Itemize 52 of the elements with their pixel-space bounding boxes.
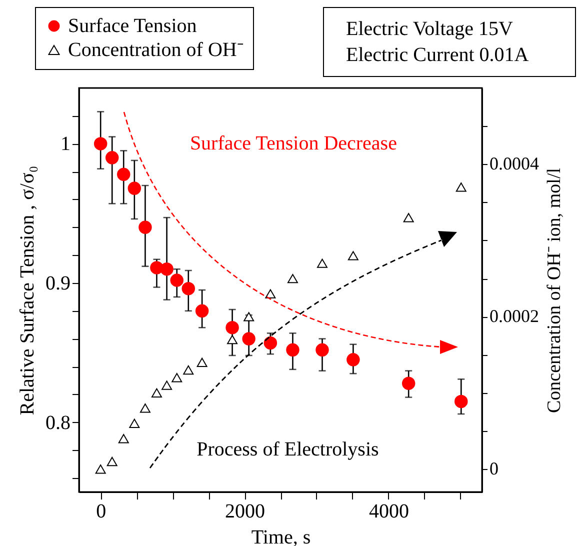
point (128, 182, 142, 195)
point (316, 258, 328, 268)
point (316, 343, 329, 357)
point (94, 137, 108, 150)
point (95, 464, 106, 474)
point (456, 182, 466, 192)
x-tick-label: 4000 (368, 500, 409, 522)
point (183, 365, 194, 375)
y-axis-title: Relative Surface Tension , σ/σ₀ (16, 166, 38, 416)
point (227, 334, 238, 344)
point (106, 456, 118, 466)
point (196, 358, 208, 368)
point (242, 332, 256, 346)
point (129, 418, 140, 428)
point (172, 373, 182, 382)
text: Electric Current 0.01A (346, 43, 530, 68)
point (170, 274, 184, 287)
x-tick-label: 2000 (225, 500, 266, 522)
point (195, 304, 209, 318)
point (162, 380, 172, 390)
point (287, 274, 298, 284)
point (348, 251, 358, 260)
y2-tick-label: 0 (490, 458, 498, 479)
point (346, 353, 360, 366)
point (138, 220, 152, 234)
point (140, 404, 150, 413)
point (265, 289, 276, 298)
y2-axis-title: Concentration of OH⁻ ion, mol/l (544, 168, 565, 414)
y2-tick-label: 0.0002 (490, 306, 539, 326)
point (244, 312, 254, 322)
annotation: Process of Electrolysis (196, 438, 380, 460)
y-tick-label: 0.8 (46, 412, 70, 434)
point (105, 151, 119, 164)
legend-label: Surface Tension (68, 15, 197, 37)
point (264, 336, 278, 350)
point (182, 282, 196, 296)
y-tick-label: 1 (60, 133, 70, 156)
legend-label: Concentration of OH⁻ (68, 39, 244, 61)
x-tick-label: 0 (96, 500, 106, 522)
y2-tick-label: 0.0004 (490, 154, 539, 174)
point (118, 434, 129, 444)
annotation: Surface Tension Decrease (190, 132, 398, 155)
y-tick-label: 0.9 (46, 272, 70, 295)
text: Electric Voltage 15V (346, 17, 514, 42)
point (151, 388, 162, 398)
point (402, 376, 416, 390)
point (226, 321, 239, 334)
point (454, 394, 468, 408)
point (403, 212, 414, 222)
point (160, 262, 174, 276)
point (286, 343, 300, 357)
point (116, 168, 130, 181)
